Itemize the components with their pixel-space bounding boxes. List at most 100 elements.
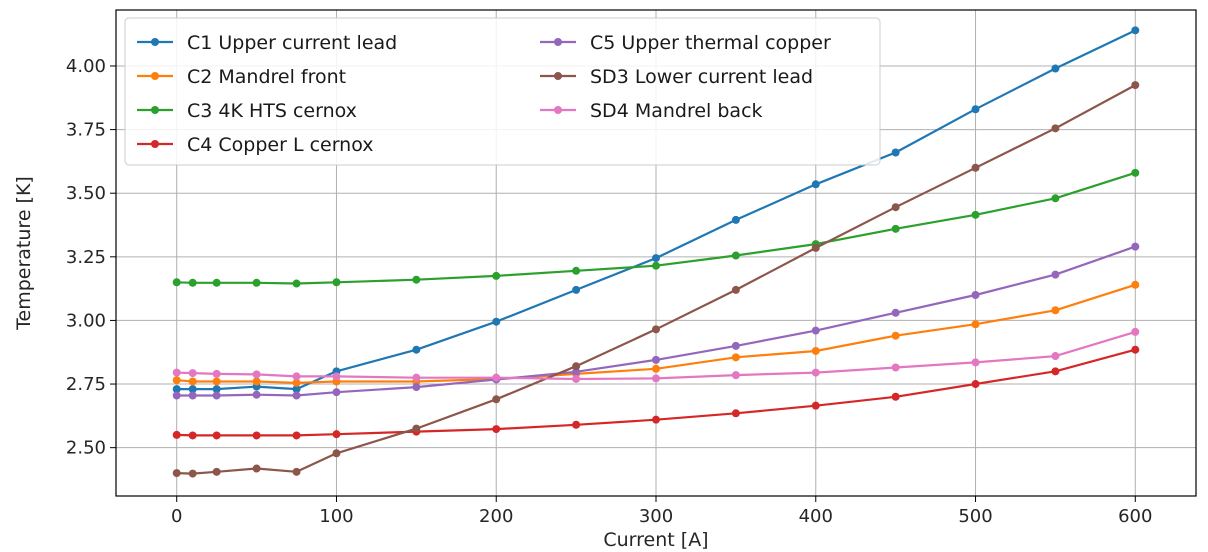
data-point xyxy=(811,243,820,252)
data-point xyxy=(188,385,197,394)
data-point xyxy=(212,369,221,378)
data-point xyxy=(891,331,900,340)
data-point xyxy=(1131,280,1140,289)
data-point xyxy=(971,105,980,114)
legend-swatch-marker xyxy=(151,72,159,80)
data-point xyxy=(412,383,421,392)
data-point xyxy=(731,251,740,260)
x-tick-label: 400 xyxy=(799,506,833,527)
data-point xyxy=(891,203,900,212)
y-tick-label: 2.75 xyxy=(66,374,106,395)
series-line xyxy=(176,348,1136,437)
data-point xyxy=(412,275,421,284)
data-point xyxy=(188,278,197,287)
data-point xyxy=(971,320,980,329)
axes: 0 100 200 300 400 500 600 2.50 2.75 3.00 3.25 3.50 3… xyxy=(66,56,1153,527)
data-point xyxy=(731,285,740,294)
data-point xyxy=(891,308,900,317)
data-point xyxy=(332,388,341,397)
data-point xyxy=(212,377,221,386)
data-point xyxy=(572,266,581,275)
legend-box xyxy=(124,17,881,166)
x-axis-label: Current [A] xyxy=(603,529,708,551)
data-point xyxy=(252,370,261,379)
data-point xyxy=(252,377,261,386)
data-point xyxy=(731,409,740,418)
series-layer xyxy=(172,26,1140,478)
data-point xyxy=(412,424,421,433)
data-point xyxy=(652,355,660,364)
data-point xyxy=(971,380,980,389)
data-point xyxy=(292,391,301,400)
series-line xyxy=(176,330,1136,381)
data-point xyxy=(731,215,740,224)
legend-label: C2 Mandrel front xyxy=(187,66,346,88)
y-tick-label: 3.25 xyxy=(66,247,106,268)
data-point xyxy=(652,261,660,270)
data-point xyxy=(172,391,181,400)
data-point xyxy=(292,372,301,381)
data-point xyxy=(1051,270,1060,279)
data-point xyxy=(332,278,341,287)
data-point xyxy=(1051,124,1060,133)
data-point xyxy=(188,391,197,400)
data-point xyxy=(292,378,301,387)
data-point xyxy=(572,285,581,294)
legend-label: C3 4K HTS cernox xyxy=(187,100,357,122)
data-point xyxy=(1131,345,1140,354)
data-point xyxy=(572,362,581,371)
data-point xyxy=(1131,81,1140,90)
data-point xyxy=(492,425,501,434)
data-point xyxy=(332,449,341,458)
data-point xyxy=(332,430,341,439)
data-point xyxy=(1051,194,1060,203)
legend-swatch-marker xyxy=(151,106,159,114)
series xyxy=(172,81,1140,478)
x-tick-label: 600 xyxy=(1118,506,1152,527)
data-point xyxy=(731,371,740,380)
data-point xyxy=(1131,168,1140,177)
data-point xyxy=(252,431,261,440)
data-point xyxy=(1131,327,1140,336)
data-point xyxy=(572,367,581,376)
data-point xyxy=(891,224,900,233)
data-point xyxy=(188,469,197,478)
data-point xyxy=(292,279,301,288)
legend-label: C5 Upper thermal copper xyxy=(590,32,831,54)
data-point xyxy=(492,395,501,404)
data-point xyxy=(172,368,181,377)
data-point xyxy=(188,377,197,386)
data-point xyxy=(971,290,980,299)
series-line xyxy=(176,84,1136,475)
data-point xyxy=(1051,64,1060,73)
series xyxy=(172,168,1140,288)
data-point xyxy=(332,372,341,381)
data-point xyxy=(172,278,181,287)
x-tick-label: 100 xyxy=(319,506,353,527)
data-point xyxy=(1051,352,1060,361)
data-point xyxy=(1051,367,1060,376)
y-tick-label: 4.00 xyxy=(66,56,106,77)
data-point xyxy=(212,385,221,394)
data-point xyxy=(971,163,980,172)
data-point xyxy=(652,374,660,383)
data-point xyxy=(971,358,980,367)
data-point xyxy=(172,469,181,478)
legend-label: C4 Copper L cernox xyxy=(187,134,374,156)
legend-label: SD4 Mandrel back xyxy=(590,100,763,122)
data-point xyxy=(572,420,581,429)
series-line xyxy=(176,29,1136,391)
data-point xyxy=(212,431,221,440)
data-point xyxy=(492,271,501,280)
legend-swatch-marker xyxy=(554,72,562,80)
data-point xyxy=(172,430,181,439)
legend: C1 Upper current lead C2 Mandrel front C3 … xyxy=(124,17,881,166)
legend-swatch-marker xyxy=(554,106,562,114)
data-point xyxy=(1131,242,1140,251)
y-tick-label: 3.50 xyxy=(66,183,106,204)
data-point xyxy=(971,210,980,219)
y-tick-label: 3.75 xyxy=(66,120,106,141)
data-point xyxy=(891,148,900,157)
series xyxy=(172,327,1140,383)
